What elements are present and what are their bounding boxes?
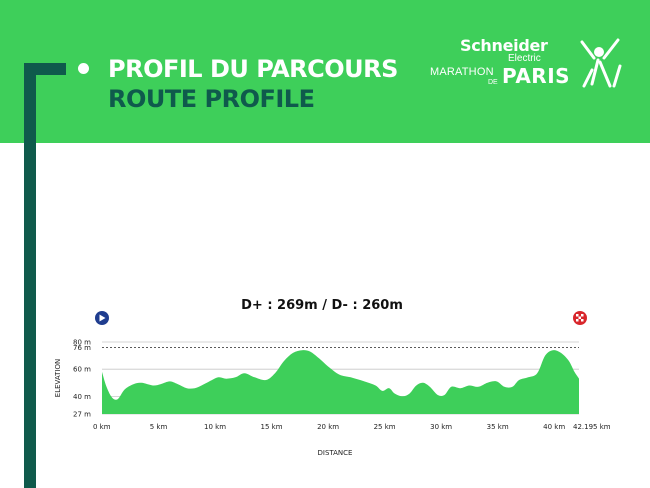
y-axis-labels: 80 m76 m 60 m 40 m 27 m (73, 339, 91, 419)
x-tick-label: 30 km (430, 423, 452, 431)
page-title-en: ROUTE PROFILE (108, 85, 315, 113)
x-tick-label: 25 km (374, 423, 396, 431)
sponsor-logo: Schneider Electric MARATHON DE PARIS (428, 36, 624, 96)
logo-brand: Schneider (460, 36, 548, 55)
page-title-fr: PROFIL DU PARCOURS (108, 55, 398, 83)
title-bullet (78, 63, 89, 74)
logo-event: MARATHON (430, 66, 494, 78)
y-tick-label: 76 m (73, 344, 91, 352)
y-tick-label: 27 m (73, 411, 91, 419)
elevation-area (102, 350, 579, 414)
decorative-bracket-side (24, 63, 36, 488)
x-tick-label: 35 km (487, 423, 509, 431)
chart-title: D+ : 269m / D- : 260m (241, 298, 403, 313)
y-tick-label: 40 m (73, 393, 91, 401)
x-tick-label: 20 km (317, 423, 339, 431)
runner-icon (580, 38, 622, 88)
x-axis-labels: 0 km 5 km 10 km 15 km 20 km 25 km 30 km 35 km 40… (93, 423, 611, 431)
x-axis-title: DISTANCE (318, 449, 353, 457)
logo-city: PARIS (502, 64, 571, 88)
start-play-icon (95, 311, 109, 325)
y-axis-title: ELEVATION (54, 359, 62, 397)
title-block: PROFIL DU PARCOURS ROUTE PROFILE (108, 54, 398, 114)
x-tick-label: 40 km (543, 423, 565, 431)
logo-de: DE (488, 79, 498, 86)
x-tick-label: 0 km (93, 423, 111, 431)
x-tick-label: 5 km (150, 423, 168, 431)
y-tick-label: 80 m (73, 339, 91, 347)
finish-flag-icon (573, 311, 587, 325)
logo-brand-sub: Electric (508, 53, 541, 64)
x-tick-label: 10 km (204, 423, 226, 431)
x-tick-label: 42.195 km (573, 423, 611, 431)
y-tick-label: 60 m (73, 366, 91, 374)
x-tick-label: 15 km (261, 423, 283, 431)
header-banner (0, 0, 650, 143)
